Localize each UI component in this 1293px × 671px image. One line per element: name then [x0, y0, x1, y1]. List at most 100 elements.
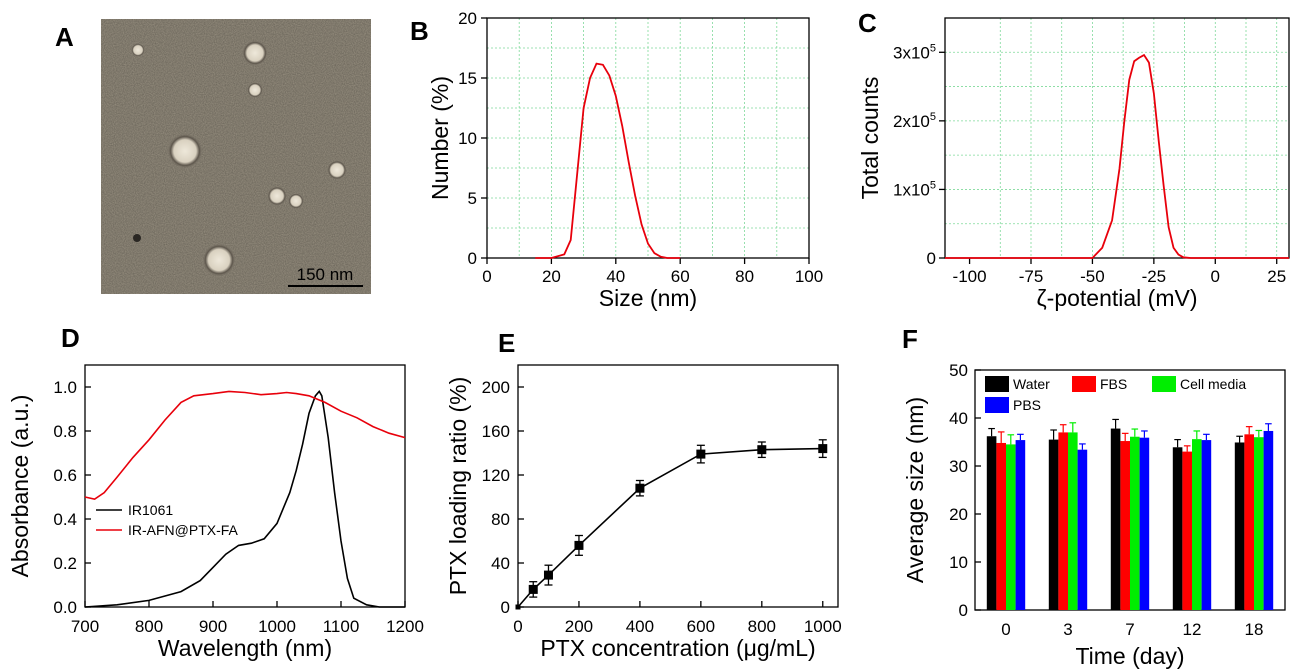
x-tick-label: 1200 — [386, 617, 424, 636]
x-tick-label: 100 — [795, 267, 823, 286]
y-tick-label: 40 — [949, 409, 968, 428]
y-tick-label: 0.4 — [53, 510, 77, 529]
bar — [1130, 436, 1140, 610]
x-tick-label: 900 — [199, 617, 227, 636]
bar — [1172, 447, 1183, 610]
zeta-axis-ticks: -100 -75 -50 -25 0 25 0 1x105 2x105 3x105 — [893, 42, 1286, 286]
bar — [1139, 437, 1150, 610]
bar — [1058, 432, 1068, 610]
loading-plot-frame — [517, 364, 839, 608]
legend-swatch — [985, 376, 1009, 392]
loading-y-axis-label: PTX loading ratio (%) — [445, 377, 471, 596]
loading-axis-ticks: 0 200 400 600 800 1000 0 40 80 120 160 200 — [482, 378, 842, 636]
data-point — [696, 449, 706, 459]
x-tick-label: 600 — [687, 617, 715, 636]
y-tick-label: 120 — [482, 466, 510, 485]
panel-label-f: F — [902, 324, 918, 354]
legend-swatch — [985, 397, 1009, 413]
legend-swatch — [1072, 376, 1096, 392]
loading-x-axis-label: PTX concentration (μg/mL) — [540, 635, 815, 661]
y-tick-label: 30 — [949, 457, 968, 476]
absorbance-axis-ticks: 700 800 900 1000 1100 1200 0.0 0.2 0.4 0.6 0.8 1.0 — [53, 378, 424, 636]
absorbance-lines — [84, 390, 406, 608]
y-tick-label: 15 — [458, 69, 477, 88]
x-tick-label: 25 — [1267, 267, 1286, 286]
absorbance-plot-frame — [84, 364, 406, 608]
y-tick-label: 2x105 — [893, 111, 936, 131]
x-tick-label: 80 — [735, 267, 754, 286]
loading-series — [515, 439, 828, 610]
y-tick-label: 10 — [458, 129, 477, 148]
data-point — [543, 570, 553, 580]
bar — [1077, 449, 1088, 610]
bar — [996, 442, 1006, 610]
zeta-x-axis-label: ζ-potential (mV) — [1037, 285, 1198, 311]
y-tick-label: 5 — [468, 189, 477, 208]
bar — [1120, 441, 1130, 610]
legend-label: FBS — [1100, 376, 1127, 392]
zeta-plot-frame — [944, 17, 1290, 259]
bar — [1263, 430, 1274, 610]
x-tick-label: 700 — [71, 617, 99, 636]
panel-b: B 0 20 40 60 80 100 0 5 10 15 20 Size (nm) Number … — [410, 9, 823, 311]
panel-label-e: E — [498, 328, 515, 358]
absorbance-y-axis-label: Absorbance (a.u.) — [7, 395, 33, 578]
absorbance-x-axis-label: Wavelength (nm) — [158, 635, 332, 661]
x-tick-label: 1000 — [804, 617, 842, 636]
x-tick-label: 800 — [135, 617, 163, 636]
legend-label: IR-AFN@PTX-FA — [128, 522, 239, 538]
x-tick-label: 20 — [542, 267, 561, 286]
size-y-axis-label: Number (%) — [427, 76, 453, 200]
x-tick-label: 200 — [565, 617, 593, 636]
panel-label-a: A — [55, 22, 74, 52]
y-tick-label: 20 — [949, 505, 968, 524]
x-tick-label: 0 — [482, 267, 491, 286]
x-tick-label: 1100 — [323, 617, 360, 636]
y-tick-label: 0.8 — [53, 422, 77, 441]
x-tick-label: 40 — [606, 267, 625, 286]
x-tick-label: -100 — [953, 267, 987, 286]
bar — [1068, 432, 1078, 610]
panel-e: E 0 200 400 600 800 1000 0 40 80 120 160 200 PTX co… — [445, 328, 842, 661]
y-tick-label: 20 — [458, 9, 477, 28]
y-tick-label: 80 — [491, 510, 510, 529]
size-grid — [487, 18, 809, 258]
data-point — [635, 483, 645, 493]
y-tick-label: 0.2 — [53, 554, 77, 573]
bar — [1244, 434, 1254, 610]
y-tick-label: 1.0 — [53, 378, 77, 397]
size-x-axis-label: Size (nm) — [599, 285, 697, 311]
y-tick-label: 200 — [482, 378, 510, 397]
bar — [1234, 442, 1245, 610]
y-tick-label: 0 — [468, 249, 477, 268]
x-tick-label: -25 — [1142, 267, 1167, 286]
data-point — [818, 444, 828, 454]
stability-legend: Water FBS Cell media PBS — [985, 376, 1246, 413]
x-tick-label: -75 — [1019, 267, 1044, 286]
x-tick-label: 18 — [1245, 620, 1264, 639]
x-tick-label: 7 — [1125, 620, 1134, 639]
y-tick-label: 0 — [927, 249, 936, 268]
bar — [1006, 444, 1016, 610]
x-tick-label: 400 — [626, 617, 654, 636]
x-tick-label: 0 — [513, 617, 522, 636]
stability-axis-ticks: 0 10 20 30 40 50 0 3 7 12 18 — [949, 361, 1263, 639]
legend-label: IR1061 — [128, 502, 173, 518]
panel-f: F 0 10 20 30 40 50 0 3 7 12 18 Water FBS Cell media P… — [902, 324, 1286, 669]
series-line-2 — [84, 390, 406, 501]
x-tick-label: 0 — [1211, 267, 1220, 286]
x-tick-label: 0 — [1001, 620, 1010, 639]
legend-label: Water — [1013, 376, 1050, 392]
scale-bar-label: 150 nm — [297, 265, 354, 284]
y-tick-label: 1x105 — [893, 179, 936, 199]
data-point — [757, 445, 767, 455]
y-tick-label: 3x105 — [893, 42, 936, 62]
loading-line — [517, 447, 823, 608]
x-tick-label: 800 — [748, 617, 776, 636]
legend-swatch — [1152, 376, 1176, 392]
y-tick-label: 0.6 — [53, 466, 77, 485]
y-tick-label: 10 — [949, 553, 968, 572]
legend-label: Cell media — [1180, 376, 1246, 392]
stability-x-axis-label: Time (day) — [1075, 643, 1184, 669]
